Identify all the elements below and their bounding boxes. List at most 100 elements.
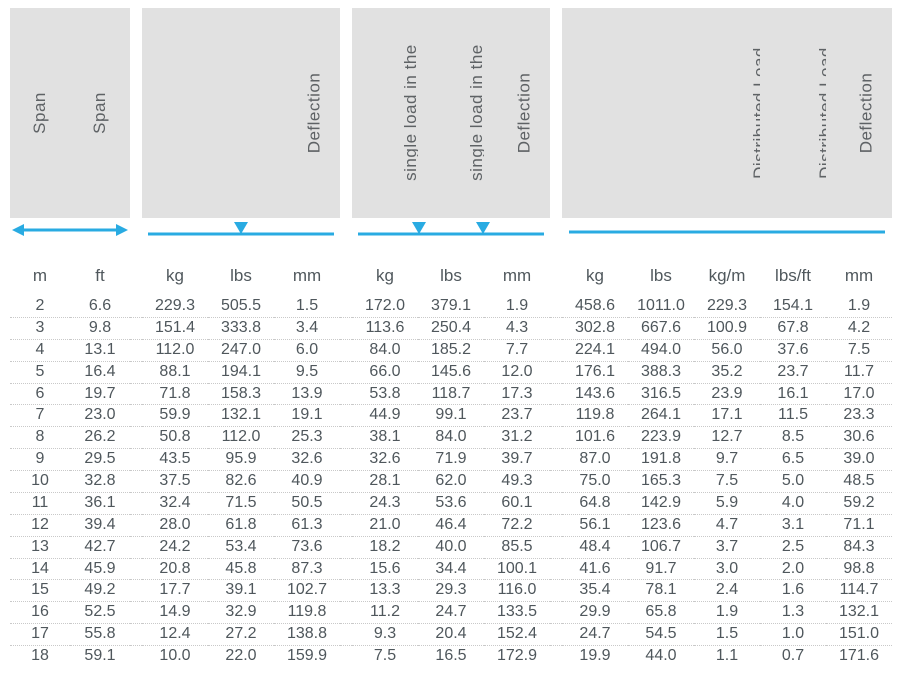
cell: 61.3: [274, 514, 340, 536]
cell: 71.8: [142, 383, 208, 405]
group-gap: [340, 514, 352, 536]
cell: 52.5: [70, 602, 130, 624]
cell: 22.0: [208, 646, 274, 667]
cell: 138.8: [274, 624, 340, 646]
table-row: 413.1112.0247.06.084.0185.27.7224.1494.0…: [10, 339, 892, 361]
cell: 91.7: [628, 558, 694, 580]
cell: 29.9: [562, 602, 628, 624]
cell: 78.1: [628, 580, 694, 602]
cell: 48.4: [562, 536, 628, 558]
cell: 264.1: [628, 405, 694, 427]
cell: 14.9: [142, 602, 208, 624]
cell: 3.0: [694, 558, 760, 580]
group-gap: [340, 646, 352, 667]
group-gap: [550, 383, 562, 405]
cell: 223.9: [628, 427, 694, 449]
csl-indicator: [142, 218, 340, 248]
cell: 229.3: [694, 296, 760, 317]
cell: 2.4: [694, 580, 760, 602]
cell: 9.3: [352, 624, 418, 646]
cell: 62.0: [418, 471, 484, 493]
cell: 194.1: [208, 361, 274, 383]
cell: 113.6: [352, 317, 418, 339]
group-gap: [340, 427, 352, 449]
cell: 7: [10, 405, 70, 427]
cell: 59.1: [70, 646, 130, 667]
cell: 250.4: [418, 317, 484, 339]
cell: 7.7: [484, 339, 550, 361]
unit-lbs: lbs: [628, 248, 694, 296]
cell: 73.6: [274, 536, 340, 558]
cell: 1.5: [694, 624, 760, 646]
cell: 48.5: [826, 471, 892, 493]
cell: 505.5: [208, 296, 274, 317]
line-one-triangle-icon: [146, 220, 336, 240]
group-gap: [550, 8, 562, 218]
group-gap: [130, 514, 142, 536]
cell: 106.7: [628, 536, 694, 558]
cell: 37.5: [142, 471, 208, 493]
cell: 1.5: [274, 296, 340, 317]
cell: 49.3: [484, 471, 550, 493]
cell: 13.9: [274, 383, 340, 405]
cell: 3.1: [760, 514, 826, 536]
cell: 46.4: [418, 514, 484, 536]
cell: 23.9: [694, 383, 760, 405]
cell: 59.9: [142, 405, 208, 427]
table-row: 1445.920.845.887.315.634.4100.141.691.73…: [10, 558, 892, 580]
cell: 56.0: [694, 339, 760, 361]
cell: 224.1: [562, 339, 628, 361]
cell: 379.1: [418, 296, 484, 317]
cell: 23.7: [760, 361, 826, 383]
cell: 4.2: [826, 317, 892, 339]
cell: 6.0: [274, 339, 340, 361]
load-table-container: Span Span Central Single Load Central Si…: [0, 0, 902, 677]
cell: 12.4: [142, 624, 208, 646]
group-gap: [550, 296, 562, 317]
cell: 72.2: [484, 514, 550, 536]
cell: 44.9: [352, 405, 418, 427]
cell: 12.7: [694, 427, 760, 449]
cell: 1.9: [826, 296, 892, 317]
table-row: 1859.110.022.0159.97.516.5172.919.944.01…: [10, 646, 892, 667]
cell: 4.3: [484, 317, 550, 339]
group-gap: [550, 339, 562, 361]
unit-lbsft: lbs/ft: [760, 248, 826, 296]
cell: 8.5: [760, 427, 826, 449]
cell: 154.1: [760, 296, 826, 317]
unit-kg: kg: [562, 248, 628, 296]
group-gap: [550, 449, 562, 471]
table-row: 723.059.9132.119.144.999.123.7119.8264.1…: [10, 405, 892, 427]
cell: 32.8: [70, 471, 130, 493]
load-table: Span Span Central Single Load Central Si…: [10, 8, 892, 667]
line-plain-icon: [567, 220, 887, 240]
cell: 40.9: [274, 471, 340, 493]
group-gap: [550, 580, 562, 602]
table-row: 39.8151.4333.83.4113.6250.44.3302.8667.6…: [10, 317, 892, 339]
cell: 16: [10, 602, 70, 624]
cell: 12.0: [484, 361, 550, 383]
cell: 24.3: [352, 492, 418, 514]
cell: 6.6: [70, 296, 130, 317]
cell: 12: [10, 514, 70, 536]
cell: 1.3: [760, 602, 826, 624]
cell: 49.2: [70, 580, 130, 602]
cell: 11.7: [826, 361, 892, 383]
group-gap: [130, 646, 142, 667]
cell: 87.0: [562, 449, 628, 471]
unit-kgm: kg/m: [694, 248, 760, 296]
cell: 39.4: [70, 514, 130, 536]
table-row: 1652.514.932.9119.811.224.7133.529.965.8…: [10, 602, 892, 624]
cell: 17.3: [484, 383, 550, 405]
table-row: 1755.812.427.2138.89.320.4152.424.754.51…: [10, 624, 892, 646]
group-gap: [130, 536, 142, 558]
cell: 119.8: [274, 602, 340, 624]
cell: 30.6: [826, 427, 892, 449]
group-gap: [130, 492, 142, 514]
cell: 158.3: [208, 383, 274, 405]
cell: 0.7: [760, 646, 826, 667]
cell: 9: [10, 449, 70, 471]
cell: 15.6: [352, 558, 418, 580]
cell: 333.8: [208, 317, 274, 339]
cell: 84.0: [352, 339, 418, 361]
